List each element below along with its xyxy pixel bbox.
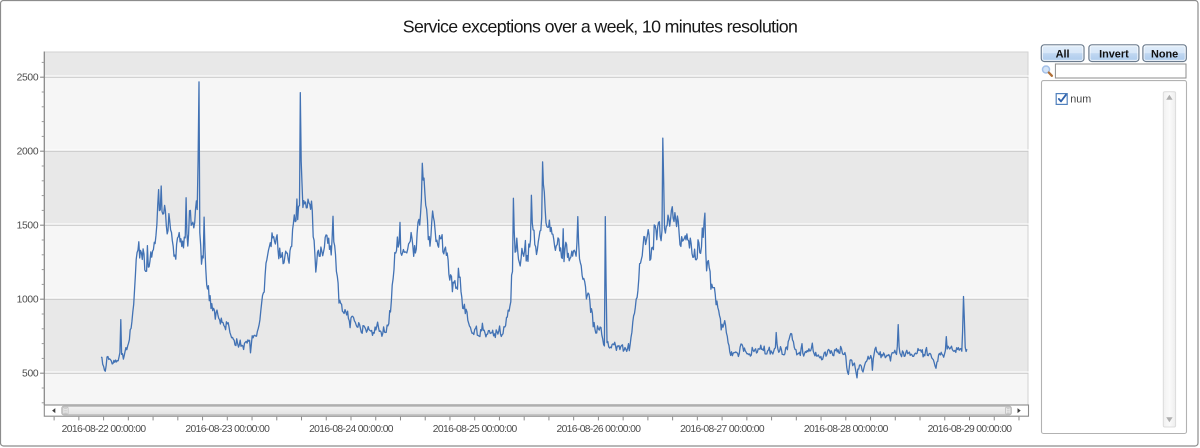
svg-text:2016-08-25 00:00:00: 2016-08-25 00:00:00 bbox=[433, 424, 518, 435]
svg-text:2016-08-23 00:00:00: 2016-08-23 00:00:00 bbox=[185, 424, 270, 435]
svg-text:1000: 1000 bbox=[17, 295, 39, 306]
svg-text:All: All bbox=[1056, 48, 1070, 60]
svg-text:num: num bbox=[1070, 94, 1091, 106]
svg-text:2016-08-22 00:00:00: 2016-08-22 00:00:00 bbox=[62, 424, 147, 435]
svg-text:500: 500 bbox=[22, 369, 39, 380]
svg-text:1500: 1500 bbox=[17, 221, 39, 232]
svg-text:2016-08-24 00:00:00: 2016-08-24 00:00:00 bbox=[309, 424, 394, 435]
svg-text:2500: 2500 bbox=[17, 73, 39, 84]
svg-text:None: None bbox=[1151, 48, 1178, 60]
svg-text:2016-08-29 00:00:00: 2016-08-29 00:00:00 bbox=[928, 424, 1013, 435]
svg-text:2016-08-28 00:00:00: 2016-08-28 00:00:00 bbox=[804, 424, 889, 435]
svg-text:2000: 2000 bbox=[17, 147, 39, 158]
svg-text:Service exceptions over a week: Service exceptions over a week, 10 minut… bbox=[403, 16, 798, 36]
svg-text:2016-08-26 00:00:00: 2016-08-26 00:00:00 bbox=[556, 424, 641, 435]
svg-text:Invert: Invert bbox=[1099, 48, 1129, 60]
svg-text:2016-08-27 00:00:00: 2016-08-27 00:00:00 bbox=[680, 424, 765, 435]
